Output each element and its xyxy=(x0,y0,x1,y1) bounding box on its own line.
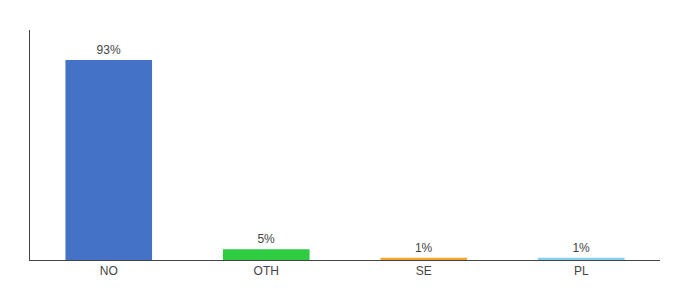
svg-text:PL: PL xyxy=(574,264,589,278)
svg-text:SE: SE xyxy=(416,264,432,278)
svg-text:1%: 1% xyxy=(415,241,433,255)
svg-text:1%: 1% xyxy=(572,241,590,255)
svg-text:5%: 5% xyxy=(257,232,275,246)
svg-text:NO: NO xyxy=(100,264,118,278)
svg-text:93%: 93% xyxy=(97,43,121,57)
svg-text:OTH: OTH xyxy=(254,264,279,278)
